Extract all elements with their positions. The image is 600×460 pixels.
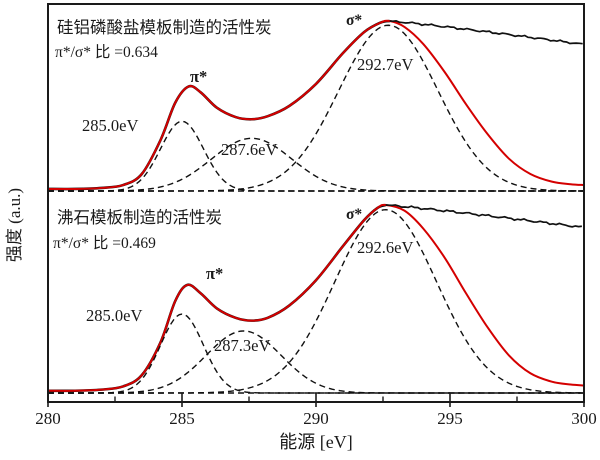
component-gaussian-292.7eV-panel-0 [48, 24, 585, 192]
x-axis-ticks [47, 393, 585, 407]
top-panel-sample-title: 硅铝磷酸盐模板制造的活性炭 [57, 18, 272, 37]
component-gaussian-285.0eV-panel-0 [48, 120, 584, 192]
top-panel-peak-292-label: 292.7eV [357, 55, 413, 74]
top-panel-sigma-star-label: σ* [346, 12, 362, 29]
top-panel-peak-287-label: 287.6eV [221, 140, 277, 159]
top-panel-ratio-label: π*/σ* 比 =0.634 [55, 43, 158, 61]
y-axis-label: 强度 (a.u.) [5, 188, 24, 262]
x-axis-tick-labels: 280 285 290 295 300 [35, 409, 597, 428]
experimental-post-edge-plateau-panel-1 [385, 204, 582, 228]
fit-total-curve-panel-0 [47, 19, 585, 191]
x-axis-label: 能源 [eV] [279, 432, 352, 452]
component-gaussian-285.0eV-panel-1 [48, 313, 584, 394]
x-tick-label-295: 295 [437, 409, 463, 428]
x-tick-label-280: 280 [35, 409, 61, 428]
fit-total-curve-panel-1 [47, 203, 585, 392]
component-gaussian-292.6eV-panel-1 [48, 208, 585, 394]
top-panel-curves [47, 19, 585, 192]
bottom-panel-curves [47, 203, 585, 394]
x-tick-label-290: 290 [303, 409, 329, 428]
bottom-panel-peak-292-label: 292.6eV [357, 238, 413, 257]
x-tick-label-300: 300 [571, 409, 597, 428]
bottom-panel-sample-title: 沸石模板制造的活性炭 [57, 208, 222, 227]
bottom-panel-ratio-label: π*/σ* 比 =0.469 [53, 234, 156, 252]
experimental-curve-rise-panel-1 [47, 203, 387, 393]
bottom-panel-peak-285-label: 285.0eV [86, 306, 142, 325]
bottom-panel-peak-287-label: 287.3eV [214, 336, 270, 355]
bottom-panel-pi-star-label: π* [206, 264, 223, 283]
component-gaussian-287.6eV-panel-0 [48, 137, 584, 192]
x-tick-label-285: 285 [169, 409, 195, 428]
experimental-post-edge-plateau-panel-0 [389, 20, 583, 45]
plot-frame [47, 3, 585, 403]
top-panel-pi-star-label: π* [190, 67, 207, 86]
bottom-panel-sigma-star-label: σ* [346, 206, 362, 223]
top-panel-peak-285-label: 285.0eV [82, 116, 138, 135]
